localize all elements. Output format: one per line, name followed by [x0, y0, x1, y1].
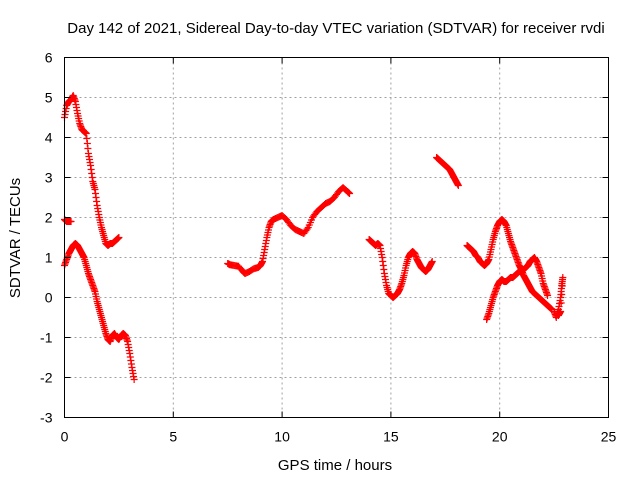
data-point — [544, 292, 552, 299]
data-point — [454, 182, 462, 189]
series-arc-4 — [224, 184, 354, 277]
y-tick-label: 5 — [45, 90, 53, 106]
y-axis-label: SDTVAR / TECUs — [7, 178, 24, 298]
data-point — [554, 312, 562, 319]
x-tick-label: 10 — [274, 429, 290, 445]
data-point — [130, 376, 138, 383]
data-point-interp — [557, 299, 565, 307]
series-arc-3 — [61, 240, 138, 383]
y-tick-labels: -3 -2 -1 0 1 2 3 4 5 6 — [40, 50, 53, 426]
data-point — [115, 234, 123, 241]
x-tick-label: 25 — [601, 429, 617, 445]
axis-ticks — [64, 57, 609, 418]
data-points — [61, 92, 567, 383]
y-tick-label: 6 — [45, 50, 53, 66]
series-arc-9 — [550, 274, 567, 321]
x-tick-label: 0 — [61, 429, 69, 445]
data-point-interp — [558, 291, 566, 298]
plot-frame — [64, 57, 609, 418]
series-arc-5 — [365, 236, 436, 301]
data-point-interp — [303, 225, 311, 233]
x-axis-label: GPS time / hours — [278, 457, 392, 474]
x-tick-labels: 0 5 10 15 20 25 — [61, 429, 617, 445]
series-arc-8 — [483, 254, 552, 323]
x-tick-label: 5 — [169, 429, 177, 445]
x-tick-label: 15 — [383, 429, 399, 445]
y-tick-label: -2 — [40, 370, 53, 386]
series-arc-6 — [433, 154, 462, 189]
data-point — [346, 190, 354, 197]
data-point-interp — [558, 282, 566, 290]
y-tick-label: 0 — [45, 290, 53, 306]
y-tick-label: 2 — [45, 210, 53, 226]
y-tick-label: 1 — [45, 250, 53, 266]
series-arc-7 — [463, 216, 556, 313]
grid — [64, 57, 609, 418]
y-tick-label: -3 — [40, 410, 53, 426]
y-tick-label: 4 — [45, 130, 53, 146]
y-tick-label: 3 — [45, 170, 53, 186]
x-tick-label: 20 — [492, 429, 508, 445]
chart-title: Day 142 of 2021, Sidereal Day-to-day VTE… — [67, 20, 604, 37]
data-point — [559, 274, 567, 281]
series-arc-1 — [61, 92, 123, 249]
y-tick-label: -1 — [40, 330, 53, 346]
data-point — [428, 258, 436, 265]
data-point — [67, 218, 75, 225]
